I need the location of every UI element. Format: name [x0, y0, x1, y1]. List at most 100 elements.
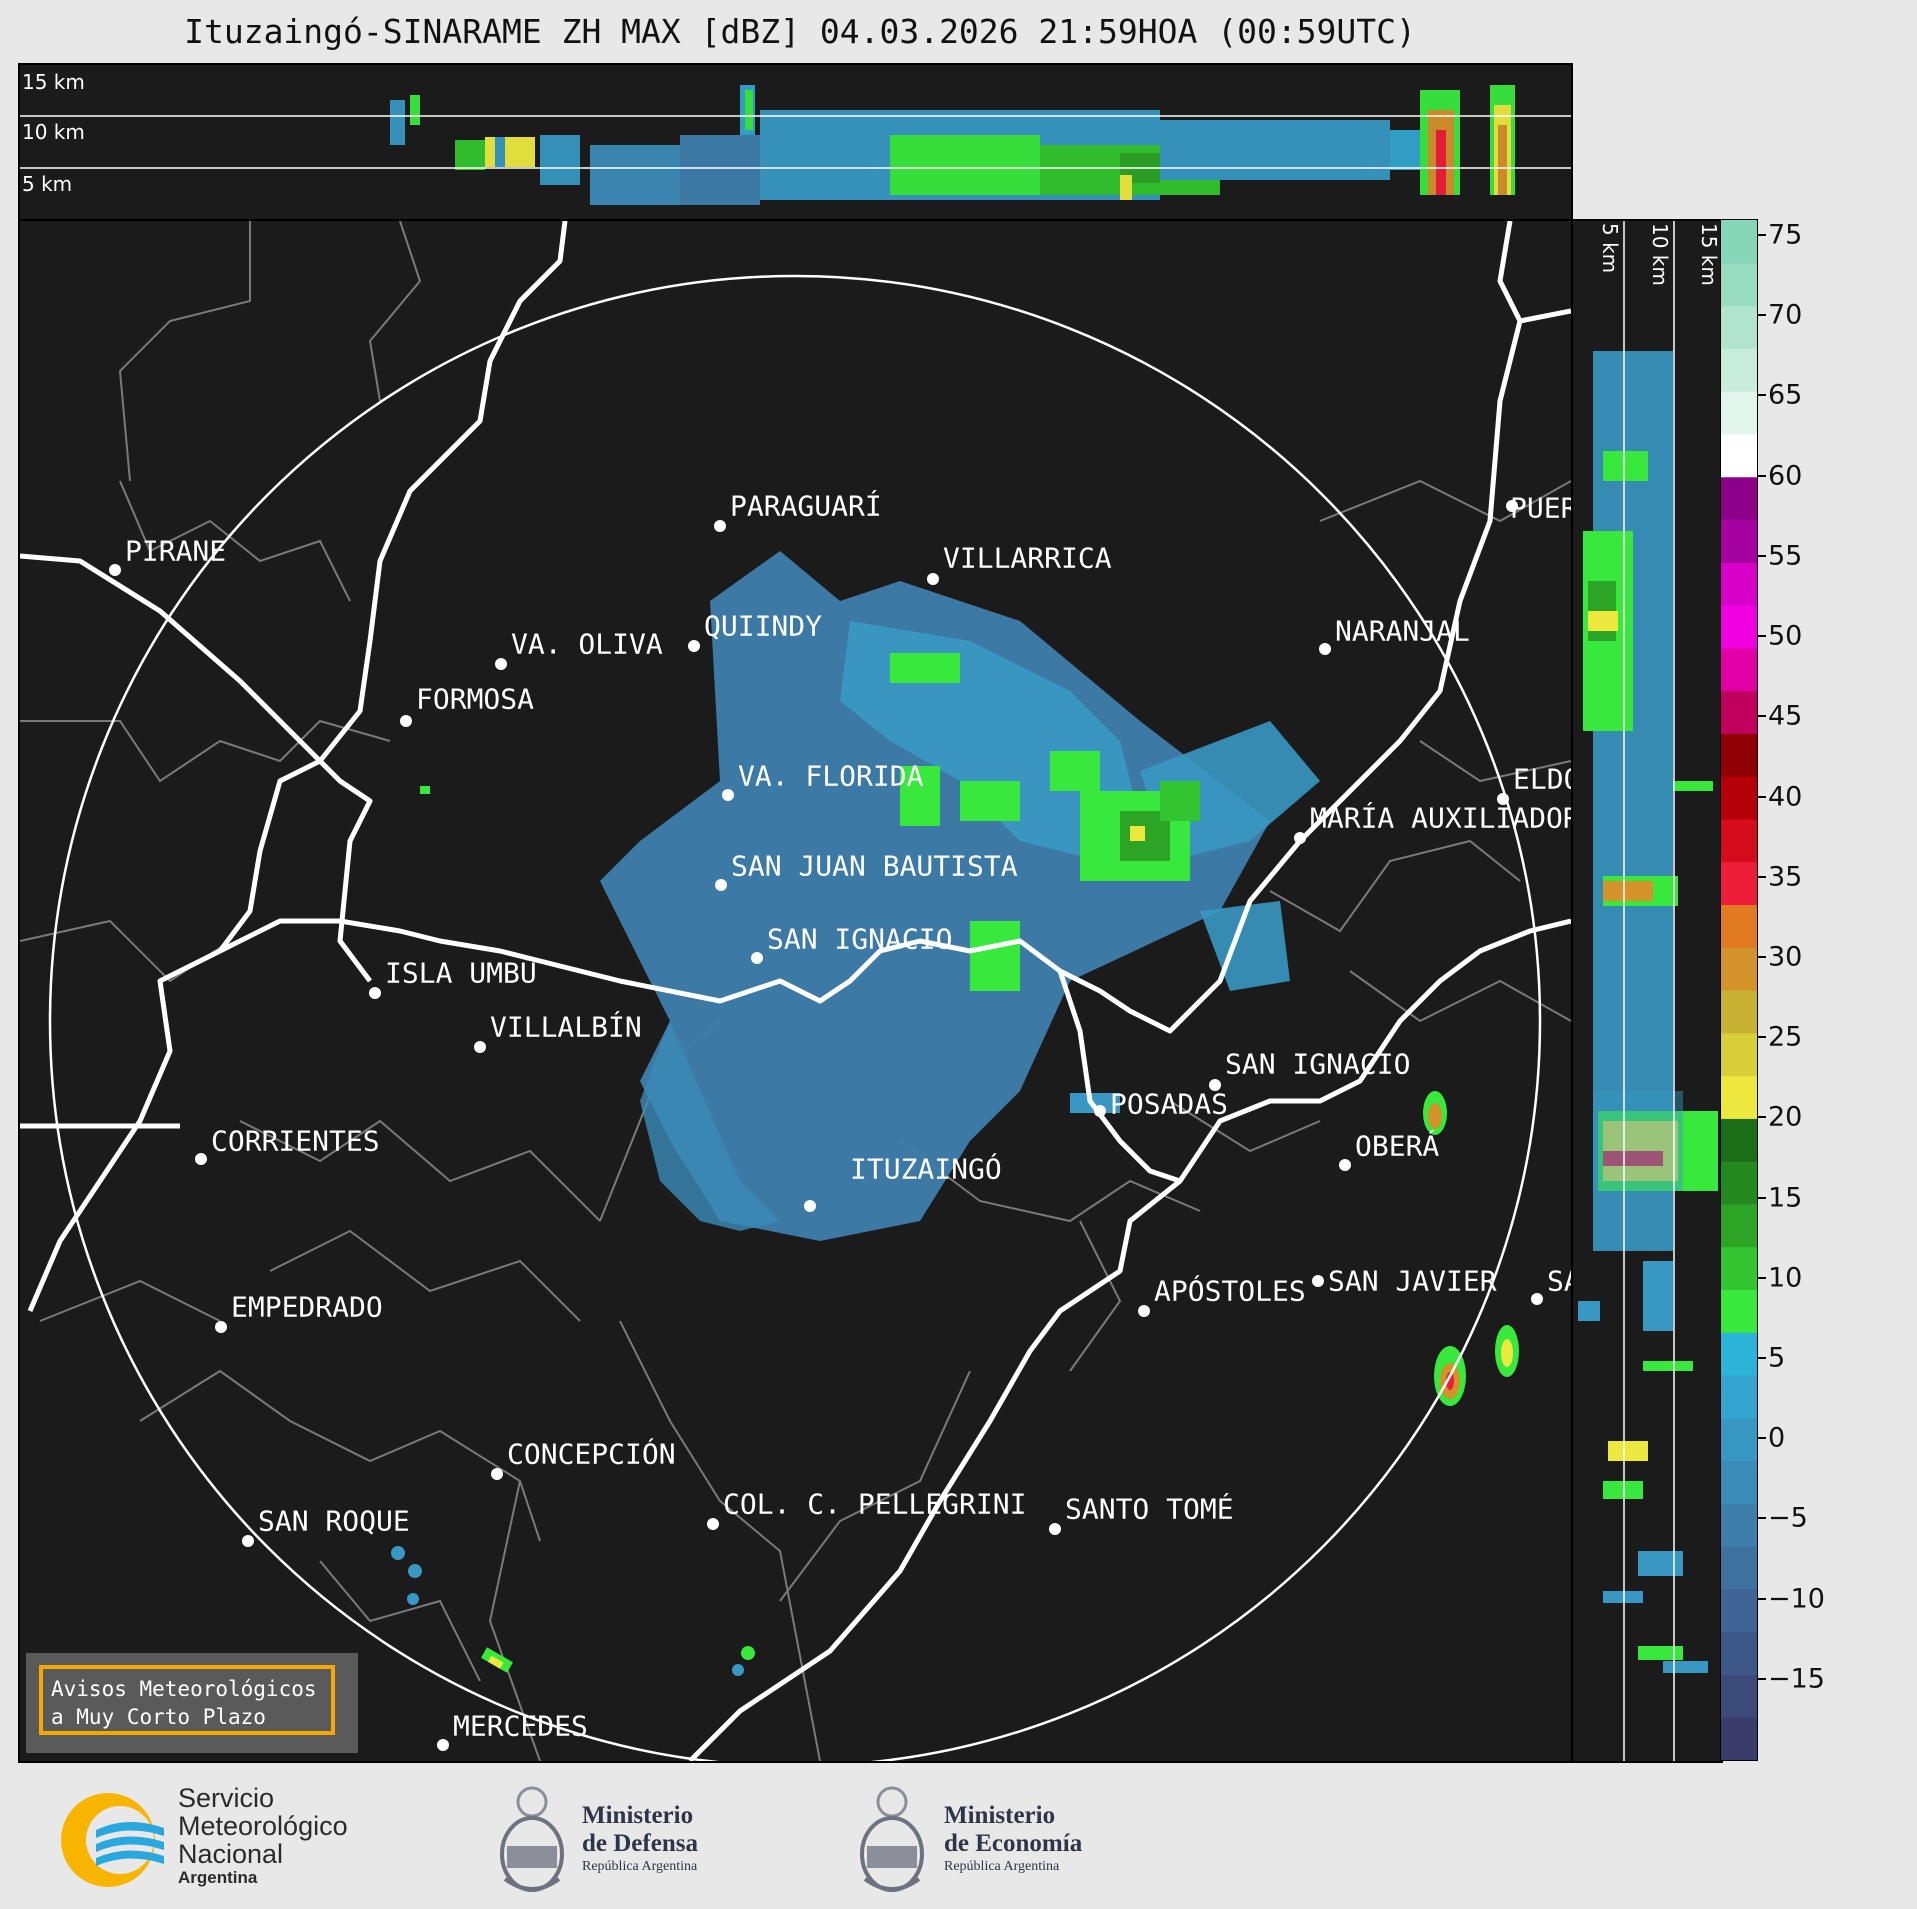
colorbar-bin [1721, 690, 1757, 734]
side-altitude-label-15: 15 km [1697, 223, 1721, 286]
city-label: CORRIENTES [211, 1124, 380, 1158]
city-marker [437, 1739, 449, 1751]
city-marker [1312, 1275, 1324, 1287]
side-cross-section-echoes [1578, 221, 1718, 1761]
dbz-colorbar [1720, 219, 1758, 1761]
defensa-logo-line-1: Ministerio [582, 1802, 694, 1829]
colorbar-tick-label: 30 [1768, 941, 1803, 973]
colorbar-bin [1721, 733, 1757, 777]
city-marker [1209, 1079, 1221, 1091]
colorbar-bin [1721, 1546, 1757, 1590]
colorbar-tick [1758, 554, 1766, 557]
colorbar-bin [1721, 818, 1757, 863]
colorbar-tick-label: 0 [1768, 1422, 1786, 1454]
city-label: EMPEDRADO [231, 1290, 383, 1324]
city-marker [1319, 643, 1331, 655]
colorbar-tick-label: 20 [1768, 1101, 1803, 1133]
top-altitude-label-10: 10 km [22, 120, 85, 144]
coat-of-arms-economia-icon [860, 1786, 924, 1892]
colorbar-bin [1721, 220, 1757, 264]
aviso-line-2: a Muy Corto Plazo [51, 1705, 266, 1729]
city-marker [804, 1200, 816, 1212]
city-label: POSADAS [1110, 1087, 1229, 1121]
city-marker [1497, 793, 1509, 805]
colorbar-bin [1721, 1588, 1757, 1633]
city-label: PIRANE [125, 534, 227, 568]
colorbar-tick-label: 75 [1768, 219, 1803, 251]
colorbar-tick-label: 40 [1768, 781, 1803, 812]
city-label: SAN ROQUE [258, 1504, 410, 1538]
city-marker [242, 1535, 254, 1547]
colorbar-tick-label: −10 [1768, 1583, 1825, 1615]
colorbar-bin [1721, 1032, 1757, 1077]
smn-logo-icon [61, 1793, 164, 1887]
coat-of-arms-defensa-icon [500, 1786, 564, 1892]
colorbar-bin [1721, 1375, 1757, 1419]
colorbar-bin [1721, 519, 1757, 563]
city-label: OBERÁ [1355, 1129, 1440, 1163]
city-label: FORMOSA [416, 682, 535, 716]
colorbar-tick-label: 10 [1768, 1262, 1803, 1294]
colorbar-tick [1758, 1196, 1766, 1199]
city-marker [1049, 1523, 1061, 1535]
city-marker [1094, 1105, 1106, 1117]
economia-logo-line-3: República Argentina [944, 1859, 1060, 1874]
city-label: COL. C. PELLEGRINI [723, 1487, 1027, 1521]
city-label: VA. FLORIDA [738, 759, 924, 793]
colorbar-tick [1758, 1036, 1766, 1039]
city-marker [491, 1468, 503, 1480]
top-altitude-label-5: 5 km [22, 172, 73, 196]
city-marker [400, 715, 412, 727]
city-label: ISLA UMBÚ [385, 956, 537, 990]
city-label: SAN IGNACIO [767, 922, 953, 956]
smn-logo-line-4: Argentina [178, 1868, 258, 1887]
colorbar-tick-label: 55 [1768, 540, 1803, 572]
city-label: ITUZAINGÓ [850, 1152, 1002, 1186]
city-label: PARAGUARÍ [730, 489, 882, 523]
city-marker [1506, 500, 1518, 512]
colorbar-tick [1758, 795, 1766, 798]
city-marker [195, 1153, 207, 1165]
colorbar-bin [1721, 861, 1757, 906]
city-label: VILLALBÍN [490, 1010, 642, 1044]
side-altitude-label-10: 10 km [1648, 223, 1672, 286]
city-label: SAN [1547, 1264, 1571, 1298]
city-label: SAN IGNACIO [1225, 1047, 1411, 1081]
economia-logo-line-1: Ministerio [944, 1802, 1056, 1829]
radar-echoes [391, 551, 1519, 1676]
city-label: ELDOR [1513, 762, 1571, 796]
colorbar-tick [1758, 635, 1766, 638]
aviso-box[interactable]: Avisos Meteorológicos a Muy Corto Plazo [26, 1653, 358, 1753]
colorbar-tick-label: 60 [1768, 460, 1803, 492]
city-label: MERCEDES [453, 1709, 588, 1743]
radar-range-ring [48, 274, 1542, 1761]
city-marker [688, 640, 700, 652]
colorbar-bin [1721, 647, 1757, 692]
colorbar-tick [1758, 1276, 1766, 1279]
colorbar-tick [1758, 1356, 1766, 1359]
city-marker [215, 1321, 227, 1333]
colorbar-tick-label: 25 [1768, 1021, 1803, 1053]
colorbar-tick [1758, 474, 1766, 477]
colorbar-bin [1721, 476, 1757, 521]
colorbar-bin [1721, 990, 1757, 1034]
colorbar-bin [1721, 1246, 1757, 1291]
colorbar-tick [1758, 1116, 1766, 1119]
city-marker [751, 952, 763, 964]
colorbar-bin [1721, 776, 1757, 820]
colorbar-tick-label: 15 [1768, 1182, 1803, 1214]
colorbar-tick [1758, 1517, 1766, 1520]
political-borders [20, 221, 1571, 1761]
colorbar-tick [1758, 715, 1766, 718]
colorbar-tick-label: −5 [1768, 1502, 1808, 1534]
colorbar-tick-label: 5 [1768, 1342, 1786, 1374]
city-marker [722, 789, 734, 801]
colorbar-bin [1721, 1332, 1757, 1376]
colorbar-bin [1721, 391, 1757, 435]
radar-map: PIRANE PARAGUARÍ VILLARRICA QUIINDY VA. OLIV… [18, 219, 1573, 1763]
aviso-label[interactable]: Avisos Meteorológicos a Muy Corto Plazo [39, 1665, 335, 1735]
colorbar-bin [1721, 562, 1757, 606]
city-marker [109, 564, 121, 576]
side-altitude-label-5: 5 km [1598, 223, 1622, 274]
city-marker [474, 1041, 486, 1053]
